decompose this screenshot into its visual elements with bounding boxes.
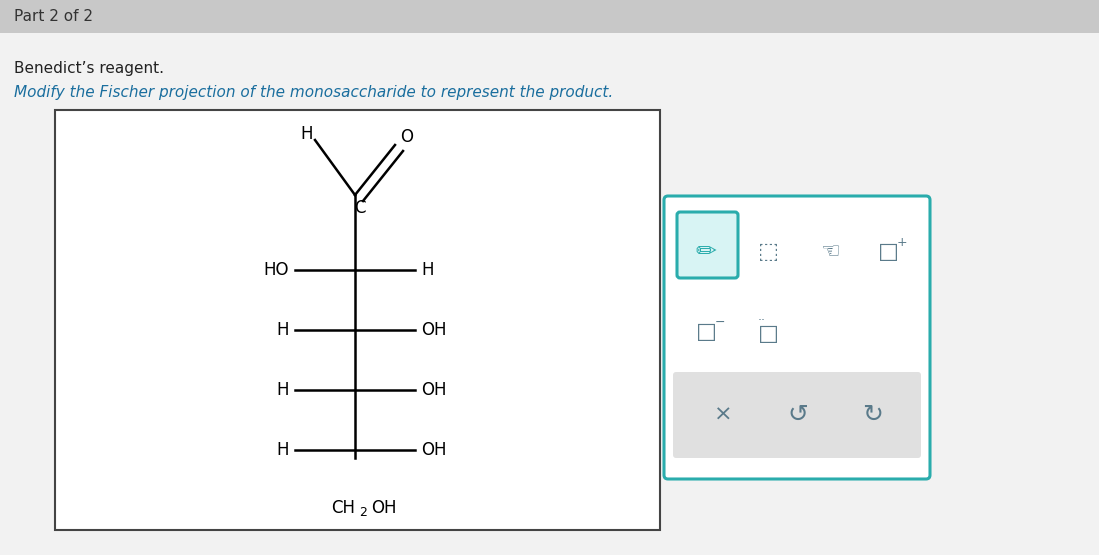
Text: □: □ bbox=[757, 324, 778, 344]
Text: OH: OH bbox=[421, 321, 446, 339]
Text: O: O bbox=[400, 128, 413, 146]
Text: ··: ·· bbox=[758, 315, 766, 327]
Text: OH: OH bbox=[421, 441, 446, 459]
Text: HO: HO bbox=[264, 261, 289, 279]
Text: ⬚: ⬚ bbox=[757, 242, 778, 262]
Text: H: H bbox=[421, 261, 433, 279]
FancyBboxPatch shape bbox=[673, 372, 921, 458]
Text: H: H bbox=[277, 321, 289, 339]
Text: 2: 2 bbox=[359, 506, 367, 518]
Text: CH: CH bbox=[331, 499, 355, 517]
Text: −: − bbox=[714, 315, 725, 329]
Text: Part 2 of 2: Part 2 of 2 bbox=[14, 9, 93, 24]
Text: ×: × bbox=[713, 405, 732, 425]
Text: C: C bbox=[354, 199, 366, 217]
FancyBboxPatch shape bbox=[677, 212, 739, 278]
FancyBboxPatch shape bbox=[664, 196, 930, 479]
Text: H: H bbox=[277, 441, 289, 459]
Text: OH: OH bbox=[371, 499, 397, 517]
Bar bbox=[55, 110, 660, 530]
Text: H: H bbox=[301, 125, 313, 143]
Text: ↺: ↺ bbox=[788, 403, 809, 427]
Text: ☜: ☜ bbox=[820, 242, 840, 262]
Text: Benedict’s reagent.: Benedict’s reagent. bbox=[14, 60, 164, 75]
Text: Modify the Fischer projection of the monosaccharide to represent the product.: Modify the Fischer projection of the mon… bbox=[14, 84, 613, 99]
Text: OH: OH bbox=[421, 381, 446, 399]
Text: □: □ bbox=[696, 322, 717, 342]
Bar bbox=[0, 0, 1099, 33]
Text: ✏: ✏ bbox=[696, 240, 717, 264]
Text: ↻: ↻ bbox=[863, 403, 884, 427]
Text: □: □ bbox=[877, 242, 899, 262]
Text: +: + bbox=[897, 235, 908, 249]
Text: H: H bbox=[277, 381, 289, 399]
